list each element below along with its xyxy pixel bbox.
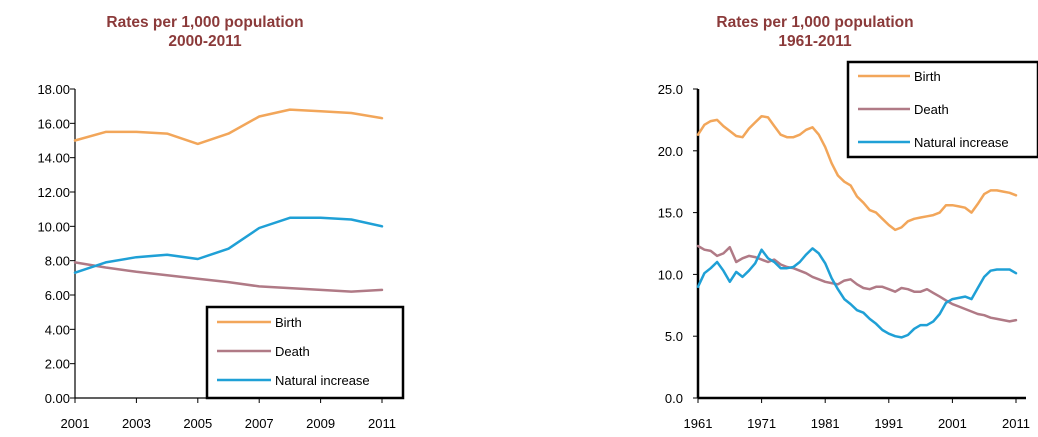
- chart2-legend-label-death: Death: [914, 102, 949, 117]
- chart2-title-main: Rates per 1,000 population: [716, 14, 914, 31]
- chart1-legend-label-natural-increase: Natural increase: [275, 373, 370, 388]
- chart2-legend-label-birth: Birth: [914, 69, 941, 84]
- chart2-y-tick-label: 15.0: [658, 206, 683, 221]
- chart2-y-tick-label: 0.0: [665, 391, 683, 406]
- chart1-title-main: Rates per 1,000 population: [106, 14, 304, 31]
- chart1-series-natural-increase: [73, 216, 384, 274]
- chart1-x-tick-label: 2003: [122, 416, 151, 431]
- chart2-y-tick-label: 10.0: [658, 267, 683, 282]
- chart1-legend-label-birth: Birth: [275, 315, 302, 330]
- chart1-y-tick-label: 4.00: [45, 322, 70, 337]
- chart1-legend-label-death: Death: [275, 344, 310, 359]
- chart1-y-tick-label: 8.00: [45, 254, 70, 269]
- chart2-x-tick-label: 1961: [684, 416, 713, 431]
- chart2-legend-label-natural-increase: Natural increase: [914, 135, 1009, 150]
- chart1-y-tick-label: 12.00: [37, 185, 70, 200]
- chart2-y-tick-label: 20.0: [658, 144, 683, 159]
- chart2-series-natural-increase: [696, 247, 1018, 339]
- chart1-series-death: [73, 261, 384, 293]
- chart1-y-tick-label: 14.00: [37, 151, 70, 166]
- chart2-y-tick-label: 25.0: [658, 82, 683, 97]
- chart2-series-death: [696, 244, 1018, 323]
- chart1-y-tick-label: 0.00: [45, 391, 70, 406]
- chart2-title-sub: 1961-2011: [778, 33, 852, 50]
- chart1-x-tick-label: 2009: [306, 416, 335, 431]
- chart2-series-birth: [696, 114, 1018, 232]
- chart1-title-sub: 2000-2011: [168, 33, 242, 50]
- chart1-title: Rates per 1,000 population 2000-2011: [40, 13, 370, 51]
- chart1-y-tick-label: 18.00: [37, 82, 70, 97]
- chart1-y-tick-label: 6.00: [45, 288, 70, 303]
- chart2-x-tick-label: 1991: [874, 416, 903, 431]
- chart2-x-tick-label: 2001: [938, 416, 967, 431]
- chart1-x-tick-label: 2011: [368, 416, 396, 431]
- chart1-x-tick-label: 2007: [245, 416, 274, 431]
- chart1-x-tick-label: 2001: [61, 416, 90, 431]
- chart2-x-tick-label: 2011: [1002, 416, 1030, 431]
- chart1-series-birth: [73, 108, 384, 146]
- chart2-y-tick-label: 5.0: [665, 329, 683, 344]
- chart2-x-tick-label: 1981: [811, 416, 840, 431]
- chart2-x-tick-label: 1971: [747, 416, 776, 431]
- chart1-y-tick-label: 2.00: [45, 357, 70, 372]
- chart1-y-tick-label: 10.00: [37, 219, 70, 234]
- chart2-title: Rates per 1,000 population 1961-2011: [640, 13, 990, 51]
- chart1-y-tick-label: 16.00: [37, 116, 70, 131]
- chart1-x-tick-label: 2005: [183, 416, 212, 431]
